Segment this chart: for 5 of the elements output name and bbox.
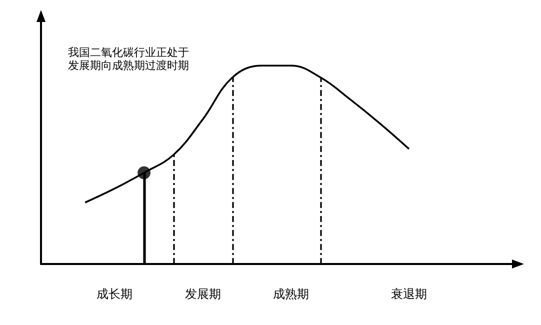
x-tick-label: 成长期 (96, 287, 133, 301)
x-tick-label: 成熟期 (273, 287, 310, 301)
x-tick-label: 发展期 (184, 287, 221, 301)
annotation: 我国二氧化碳行业正处于发展期向成熟期过渡时期 (68, 46, 189, 72)
x-tick-label: 衰退期 (390, 287, 427, 301)
